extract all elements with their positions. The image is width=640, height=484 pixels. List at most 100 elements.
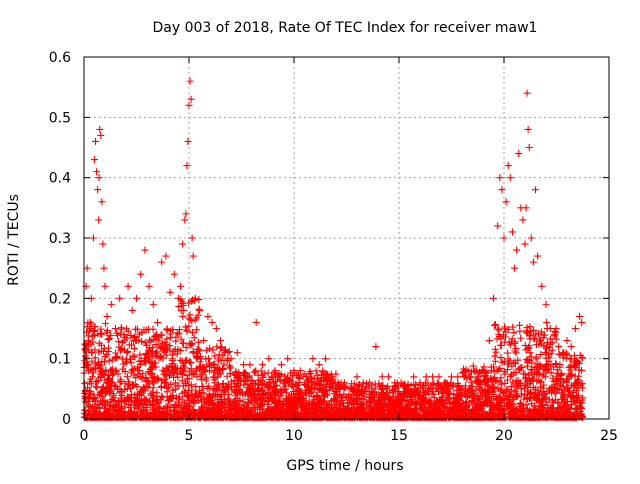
data-point	[382, 400, 390, 408]
data-point	[478, 366, 486, 374]
data-point	[118, 345, 126, 353]
data-point	[276, 376, 284, 384]
data-point	[328, 405, 336, 413]
data-point	[99, 240, 107, 248]
data-point	[295, 374, 303, 382]
data-point	[566, 355, 574, 363]
data-point	[418, 401, 426, 409]
data-point	[272, 411, 280, 419]
data-point	[298, 397, 306, 405]
data-point	[554, 398, 562, 406]
data-point	[410, 405, 418, 413]
data-point	[566, 409, 574, 417]
data-point	[534, 410, 542, 418]
data-point	[200, 337, 208, 345]
data-point	[321, 393, 329, 401]
data-point	[469, 406, 477, 414]
x-tick-label: 25	[600, 428, 618, 444]
data-point	[141, 246, 149, 254]
data-point	[156, 404, 164, 412]
data-point	[500, 406, 508, 414]
data-point	[529, 258, 537, 266]
data-point	[358, 387, 366, 395]
data-point	[517, 334, 525, 342]
data-point	[493, 335, 501, 343]
data-point	[509, 378, 517, 386]
data-point	[473, 403, 481, 411]
data-point	[403, 404, 411, 412]
data-point	[436, 382, 444, 390]
data-point	[276, 389, 284, 397]
data-point	[556, 361, 564, 369]
data-point	[446, 399, 454, 407]
data-point	[92, 137, 100, 145]
data-point	[94, 186, 102, 194]
chart-title: Day 003 of 2018, Rate Of TEC Index for r…	[153, 20, 538, 36]
data-point	[181, 216, 189, 224]
data-point	[142, 326, 150, 334]
data-point	[191, 294, 199, 302]
data-point	[284, 355, 292, 363]
data-point	[97, 131, 105, 139]
data-point	[103, 384, 111, 392]
data-point	[202, 355, 210, 363]
data-point	[149, 384, 157, 392]
data-point	[273, 381, 281, 389]
data-point	[360, 392, 368, 400]
y-axis-title: ROTI / TECUs	[6, 194, 22, 286]
data-point	[319, 367, 327, 375]
data-point	[443, 392, 451, 400]
data-point	[83, 342, 91, 350]
data-point	[296, 388, 304, 396]
data-point	[517, 379, 525, 387]
data-point	[534, 252, 542, 260]
data-point	[352, 409, 360, 417]
data-point	[376, 405, 384, 413]
data-point	[508, 335, 516, 343]
data-point	[184, 137, 192, 145]
data-point	[546, 384, 554, 392]
data-point	[157, 352, 165, 360]
data-point	[163, 325, 171, 333]
data-point	[136, 351, 144, 359]
data-point	[312, 380, 320, 388]
data-point	[302, 387, 310, 395]
data-point	[103, 329, 111, 337]
data-point	[435, 397, 443, 405]
data-point	[124, 394, 132, 402]
data-point	[225, 396, 233, 404]
data-point	[505, 399, 513, 407]
data-point	[123, 348, 131, 356]
data-point	[138, 413, 146, 421]
data-point	[240, 361, 248, 369]
data-point	[136, 372, 144, 380]
data-point	[101, 353, 109, 361]
data-point	[469, 362, 477, 370]
data-point	[129, 413, 137, 421]
data-point	[160, 379, 168, 387]
data-point	[374, 400, 382, 408]
data-point	[163, 368, 171, 376]
data-point	[322, 386, 330, 394]
data-point	[113, 352, 121, 360]
data-point	[376, 395, 384, 403]
data-point	[89, 234, 97, 242]
data-point	[88, 357, 96, 365]
data-point	[403, 385, 411, 393]
data-point	[538, 411, 546, 419]
data-point	[108, 413, 116, 421]
data-point	[491, 352, 499, 360]
data-point	[250, 413, 258, 421]
data-point	[444, 387, 452, 395]
data-point	[96, 329, 104, 337]
data-point	[109, 371, 117, 379]
data-point	[333, 390, 341, 398]
data-point	[542, 300, 550, 308]
data-point	[264, 369, 272, 377]
data-point	[252, 367, 260, 375]
data-point	[550, 377, 558, 385]
data-point	[515, 364, 523, 372]
data-point	[296, 375, 304, 383]
data-point	[520, 384, 528, 392]
data-point	[183, 375, 191, 383]
